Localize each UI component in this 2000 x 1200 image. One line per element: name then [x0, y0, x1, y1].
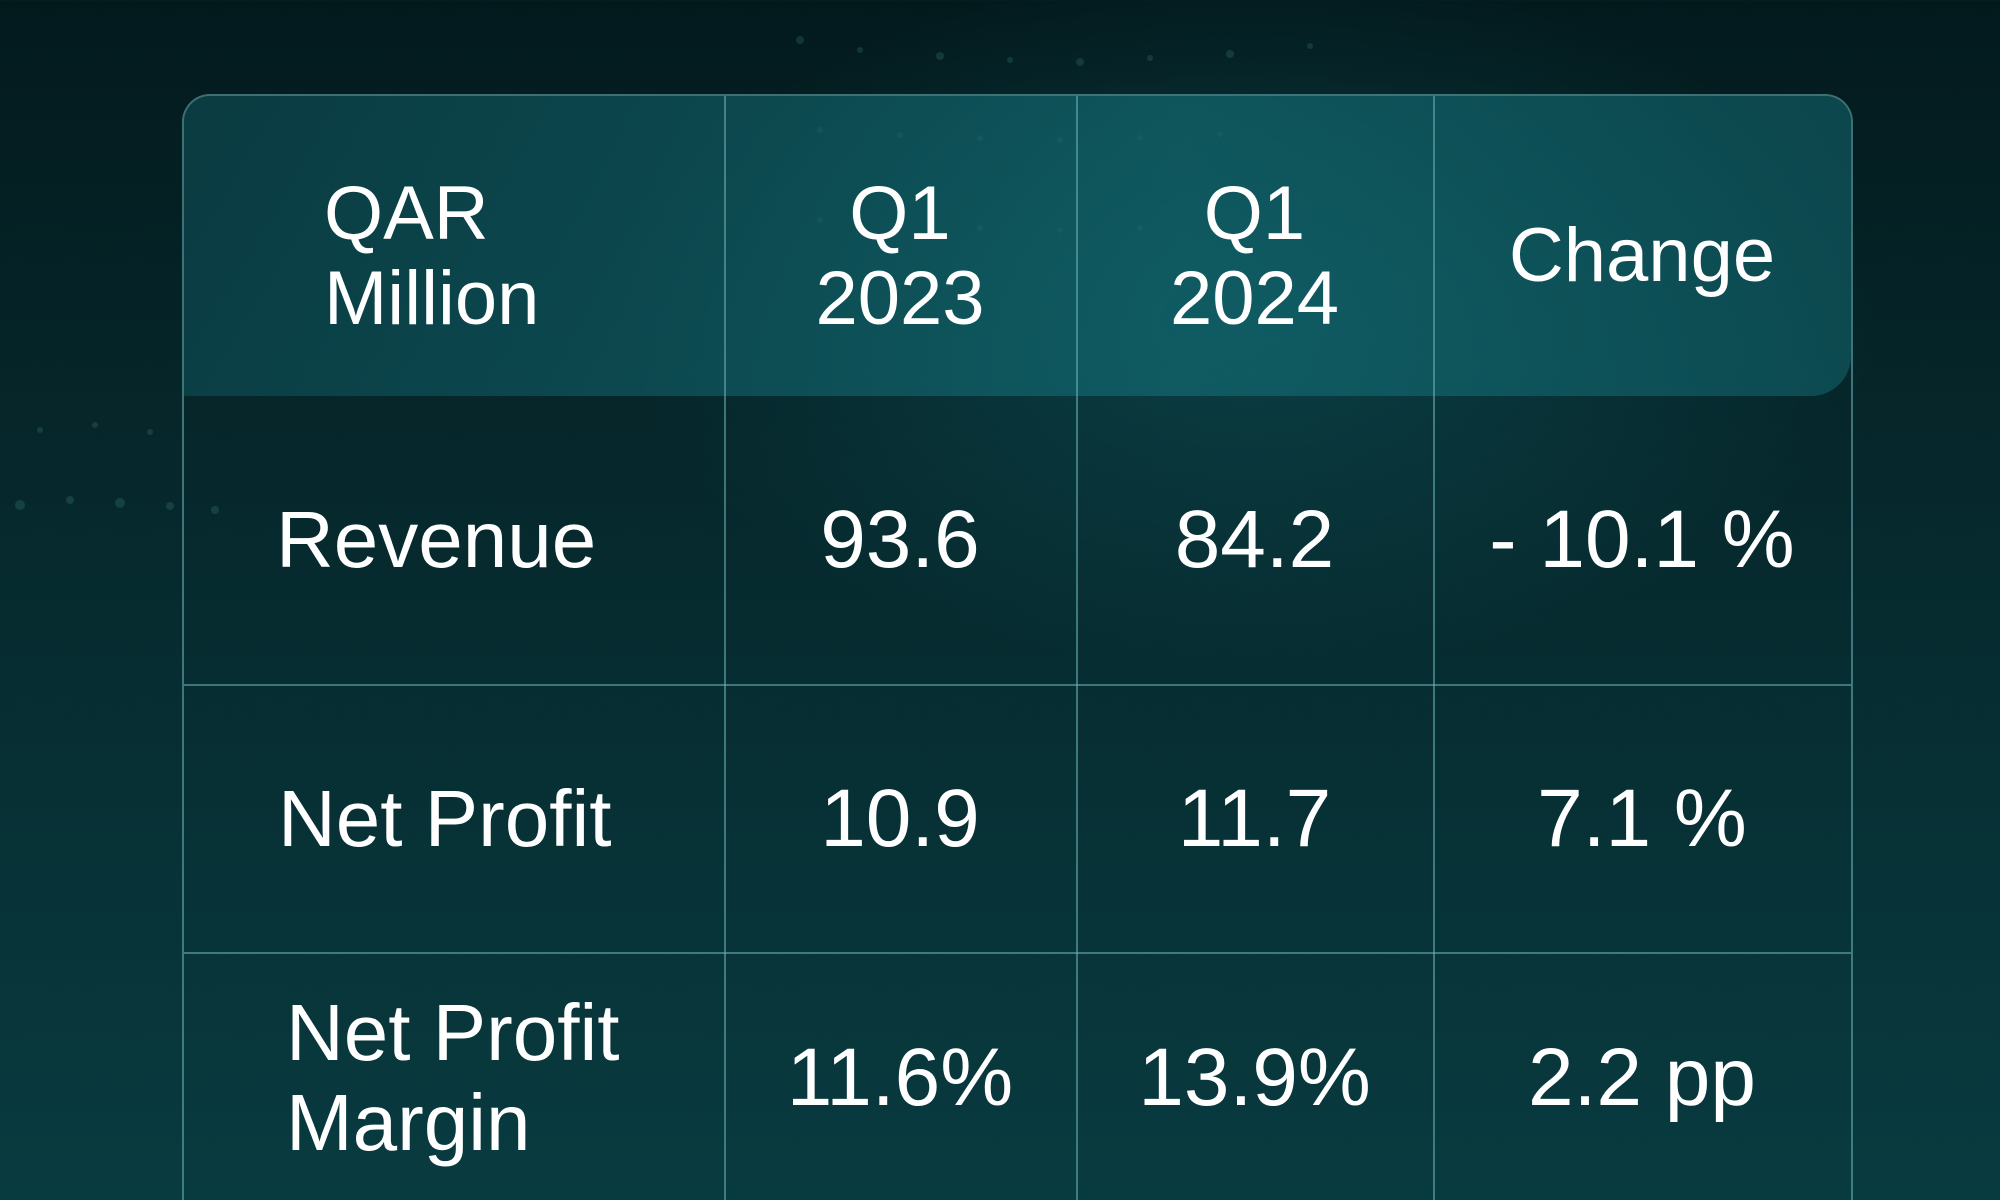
cell-net-profit-margin-change-value: 2.2 pp: [1528, 1032, 1756, 1124]
header-unit-line1: QAR: [324, 170, 489, 256]
row-divider: [184, 952, 1851, 954]
header-q1-2024-line2: 2024: [1169, 256, 1340, 341]
cell-revenue-q1-2023: 93.6: [724, 396, 1076, 684]
cell-net-profit-q1-2024: 11.7: [1076, 686, 1433, 952]
header-unit-line2: Million: [324, 256, 540, 341]
cell-net-profit-margin-q1-2024-value: 13.9%: [1138, 1032, 1371, 1124]
column-divider: [1076, 96, 1078, 1200]
row-divider: [184, 684, 1851, 686]
cell-revenue-change-value: - 10.1 %: [1489, 494, 1795, 586]
cell-net-profit-margin-q1-2023: 11.6%: [724, 954, 1076, 1200]
cell-revenue-change: - 10.1 %: [1433, 396, 1851, 684]
financial-summary-table: QAR Million Q1 2023 Q1 2024 Change Reven…: [182, 94, 1853, 1200]
cell-revenue-q1-2024-value: 84.2: [1174, 494, 1335, 586]
table-header-band: [184, 96, 1851, 396]
header-q1-2023-line1: Q1: [849, 170, 951, 256]
cell-net-profit-q1-2023-value: 10.9: [820, 773, 980, 865]
header-q1-2023-line2: 2023: [815, 256, 985, 341]
cell-net-profit-margin-q1-2023-value: 11.6%: [786, 1032, 1014, 1124]
row-label-net-profit-margin: Net Profit Margin: [286, 954, 726, 1200]
cell-net-profit-margin-change: 2.2 pp: [1433, 954, 1851, 1200]
row-label-net-profit: Net Profit: [278, 686, 718, 952]
cell-net-profit-q1-2024-value: 11.7: [1177, 773, 1332, 865]
cell-revenue-q1-2024: 84.2: [1076, 396, 1433, 684]
header-unit: QAR Million: [324, 136, 704, 376]
cell-net-profit-q1-2023: 10.9: [724, 686, 1076, 952]
header-change: Change: [1433, 136, 1851, 376]
column-divider: [724, 96, 726, 1200]
row-label-net-profit-text: Net Profit: [278, 774, 612, 864]
cell-net-profit-change: 7.1 %: [1433, 686, 1851, 952]
row-label-net-profit-margin-line1: Net Profit: [286, 988, 620, 1078]
cell-revenue-q1-2023-value: 93.6: [820, 494, 980, 586]
cell-net-profit-change-value: 7.1 %: [1537, 773, 1747, 865]
header-change-label: Change: [1508, 213, 1776, 299]
cell-net-profit-margin-q1-2024: 13.9%: [1076, 954, 1433, 1200]
header-q1-2024: Q1 2024: [1076, 136, 1433, 376]
row-label-revenue-text: Revenue: [276, 495, 597, 585]
header-q1-2024-line1: Q1: [1203, 170, 1306, 256]
header-q1-2023: Q1 2023: [724, 136, 1076, 376]
row-label-net-profit-margin-line2: Margin: [286, 1078, 531, 1167]
row-label-revenue: Revenue: [276, 396, 716, 684]
column-divider: [1433, 96, 1435, 1200]
